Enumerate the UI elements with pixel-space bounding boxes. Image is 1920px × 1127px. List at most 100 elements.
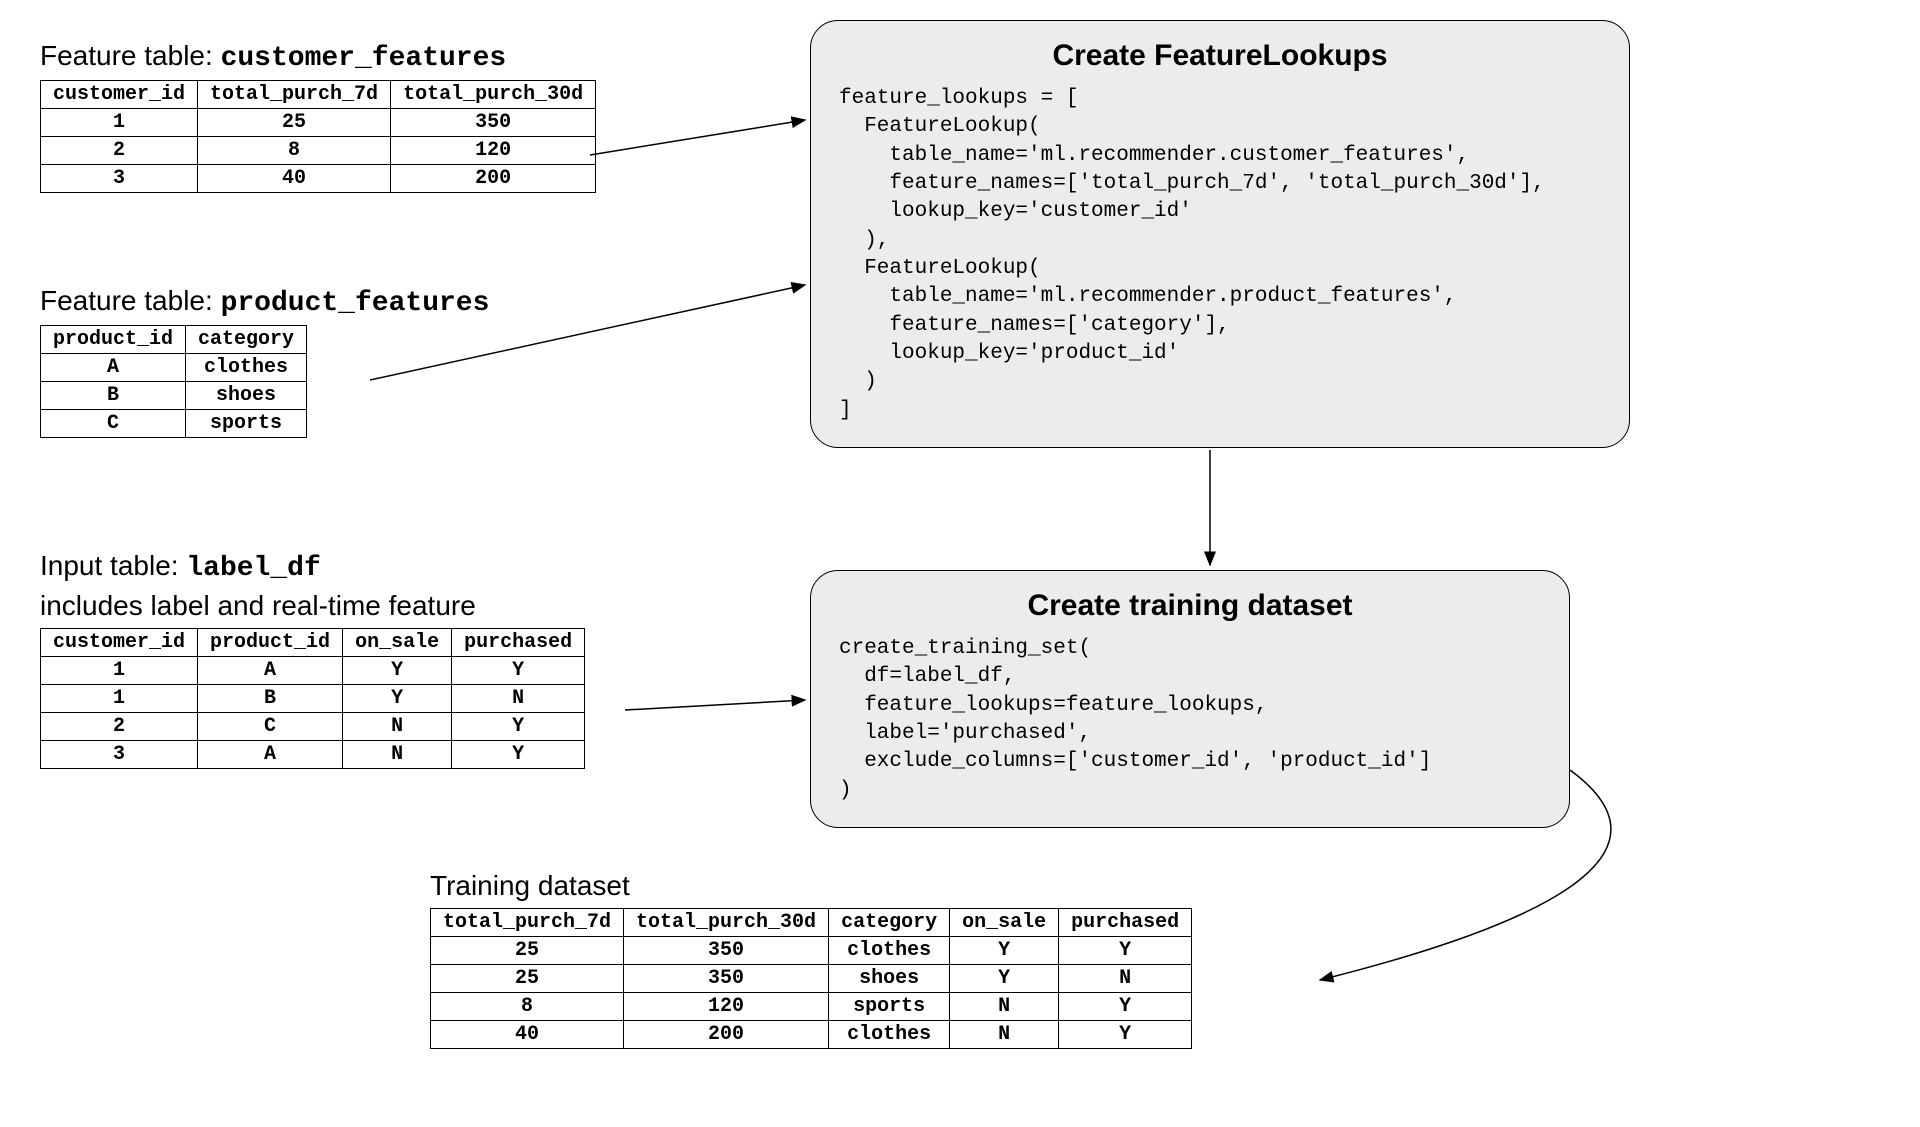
table-cell: Y [452, 741, 585, 769]
table-header: category [829, 909, 950, 937]
table-cell: Y [950, 937, 1059, 965]
table-header: customer_id [41, 81, 198, 109]
table-cell: Y [950, 965, 1059, 993]
table-cell: 2 [41, 713, 198, 741]
table-header: category [186, 326, 307, 354]
table-cell: 200 [391, 165, 596, 193]
product-features-table: product_idcategoryAclothesBshoesCsports [40, 325, 307, 438]
table-cell: 1 [41, 657, 198, 685]
table-header: product_id [41, 326, 186, 354]
table-header: purchased [1059, 909, 1192, 937]
table-cell: C [41, 410, 186, 438]
title-name: customer_features [221, 43, 507, 74]
table-cell: A [41, 354, 186, 382]
table-cell: B [41, 382, 186, 410]
table-cell: C [198, 713, 343, 741]
training-dataset-title: Training dataset [430, 870, 1192, 902]
table-header: total_purch_30d [624, 909, 829, 937]
label-df-title: Input table: label_df [40, 550, 585, 584]
table-row: 340200 [41, 165, 596, 193]
table-cell: shoes [186, 382, 307, 410]
training-set-code: create_training_set( df=label_df, featur… [839, 635, 1541, 805]
table-row: 25350shoesYN [431, 965, 1192, 993]
table-cell: N [950, 1021, 1059, 1049]
table-row: 1BYN [41, 685, 585, 713]
table-cell: sports [186, 410, 307, 438]
table-cell: 25 [198, 109, 391, 137]
table-cell: shoes [829, 965, 950, 993]
table-header: customer_id [41, 629, 198, 657]
customer-features-title: Feature table: customer_features [40, 40, 596, 74]
table-cell: 350 [624, 965, 829, 993]
table-header: on_sale [343, 629, 452, 657]
table-cell: N [343, 713, 452, 741]
training-set-box: Create training dataset create_training_… [810, 570, 1570, 828]
title-prefix: Input table: [40, 550, 186, 581]
table-cell: N [343, 741, 452, 769]
table-header: total_purch_30d [391, 81, 596, 109]
arrow-label-to-training [625, 700, 805, 710]
table-cell: 25 [431, 937, 624, 965]
table-cell: Y [343, 657, 452, 685]
product-features-title: Feature table: product_features [40, 285, 489, 319]
arrow-customer-to-lookup [590, 120, 805, 155]
table-cell: clothes [829, 1021, 950, 1049]
table-cell: 1 [41, 685, 198, 713]
table-cell: sports [829, 993, 950, 1021]
table-cell: N [1059, 965, 1192, 993]
table-row: 3ANY [41, 741, 585, 769]
table-cell: Y [1059, 937, 1192, 965]
customer-features-table: customer_idtotal_purch_7dtotal_purch_30d… [40, 80, 596, 193]
table-header: product_id [198, 629, 343, 657]
table-cell: A [198, 741, 343, 769]
table-cell: 2 [41, 137, 198, 165]
title-name: label_df [186, 553, 320, 584]
table-cell: 3 [41, 165, 198, 193]
table-row: 25350clothesYY [431, 937, 1192, 965]
table-cell: 25 [431, 965, 624, 993]
table-cell: 8 [431, 993, 624, 1021]
table-row: 125350 [41, 109, 596, 137]
table-cell: A [198, 657, 343, 685]
table-row: Csports [41, 410, 307, 438]
label-df-subtitle: includes label and real-time feature [40, 590, 585, 622]
label-df-block: Input table: label_df includes label and… [40, 550, 585, 769]
table-row: 1AYY [41, 657, 585, 685]
table-cell: Y [1059, 1021, 1192, 1049]
table-cell: 120 [624, 993, 829, 1021]
title-name: product_features [221, 288, 490, 319]
table-cell: B [198, 685, 343, 713]
title-prefix: Feature table: [40, 40, 221, 71]
table-row: Bshoes [41, 382, 307, 410]
table-cell: 350 [391, 109, 596, 137]
table-header: total_purch_7d [431, 909, 624, 937]
table-cell: N [950, 993, 1059, 1021]
title-prefix: Feature table: [40, 285, 221, 316]
table-row: 8120sportsNY [431, 993, 1192, 1021]
table-row: 28120 [41, 137, 596, 165]
product-features-block: Feature table: product_features product_… [40, 285, 489, 438]
table-row: 40200clothesNY [431, 1021, 1192, 1049]
table-header: on_sale [950, 909, 1059, 937]
table-row: Aclothes [41, 354, 307, 382]
customer-features-block: Feature table: customer_features custome… [40, 40, 596, 193]
table-cell: Y [1059, 993, 1192, 1021]
table-cell: 350 [624, 937, 829, 965]
table-cell: clothes [186, 354, 307, 382]
table-header: total_purch_7d [198, 81, 391, 109]
table-header: purchased [452, 629, 585, 657]
training-set-title: Create training dataset [839, 589, 1541, 623]
table-cell: Y [343, 685, 452, 713]
label-df-table: customer_idproduct_idon_salepurchased1AY… [40, 628, 585, 769]
table-cell: N [452, 685, 585, 713]
table-cell: 40 [198, 165, 391, 193]
table-cell: Y [452, 657, 585, 685]
table-cell: 1 [41, 109, 198, 137]
feature-lookups-code: feature_lookups = [ FeatureLookup( table… [839, 85, 1601, 425]
table-row: 2CNY [41, 713, 585, 741]
feature-lookups-title: Create FeatureLookups [839, 39, 1601, 73]
table-cell: 3 [41, 741, 198, 769]
feature-lookups-box: Create FeatureLookups feature_lookups = … [810, 20, 1630, 448]
table-cell: Y [452, 713, 585, 741]
table-cell: 120 [391, 137, 596, 165]
